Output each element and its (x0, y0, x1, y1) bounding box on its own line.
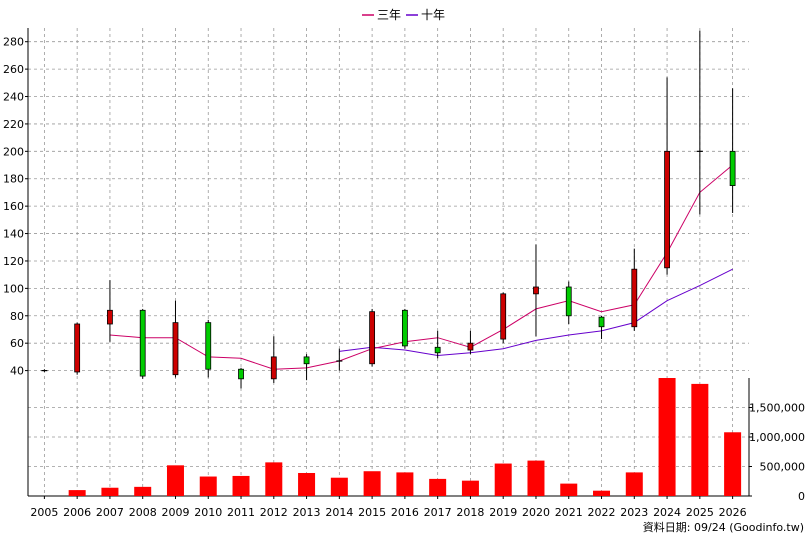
price-tick-label: 160 (3, 200, 24, 213)
price-tick-label: 180 (3, 173, 24, 186)
year-tick-label: 2007 (96, 506, 124, 519)
price-tick-label: 220 (3, 118, 24, 131)
price-tick-label: 60 (10, 337, 24, 350)
year-tick-label: 2025 (686, 506, 714, 519)
volume-bar (527, 460, 545, 496)
candle-body (565, 286, 572, 317)
candle-body (139, 309, 146, 377)
volume-bar (625, 472, 643, 496)
volume-tick-label: 1,000,000 (749, 431, 805, 444)
volume-bar (494, 463, 512, 496)
volume-bar (461, 480, 479, 496)
price-tick-label: 200 (3, 145, 24, 158)
year-tick-label: 2019 (489, 506, 517, 519)
year-tick-label: 2014 (325, 506, 353, 519)
volume-bars (68, 378, 742, 496)
volume-bar (232, 475, 250, 496)
price-tick-label: 100 (3, 282, 24, 295)
volume-bar (265, 462, 283, 496)
candle-body (434, 346, 441, 354)
year-tick-label: 2009 (161, 506, 189, 519)
year-tick-label: 2026 (719, 506, 747, 519)
volume-tick-label: 1,500,000 (749, 402, 805, 415)
ma10-line (339, 268, 733, 357)
volume-bar (429, 478, 447, 496)
volume-bar (298, 472, 316, 496)
candle-body (729, 150, 736, 186)
candle-body (172, 322, 179, 376)
axes: 40 60 80 100 120 140 160 180 200 220 240 260 280 0 500… (3, 36, 805, 519)
year-tick-label: 2006 (63, 506, 91, 519)
year-tick-label: 2017 (424, 506, 452, 519)
candle-body (270, 356, 277, 380)
price-tick-label: 120 (3, 255, 24, 268)
year-tick-label: 2013 (293, 506, 321, 519)
ma3-line (109, 164, 733, 370)
candle-body (500, 293, 507, 340)
candle-body (205, 322, 212, 370)
volume-bar (724, 432, 742, 496)
volume-bar (363, 471, 381, 496)
year-tick-label: 2021 (555, 506, 583, 519)
volume-bar (330, 477, 348, 496)
year-tick-label: 2023 (620, 506, 648, 519)
price-tick-label: 40 (10, 365, 24, 378)
volume-bar (560, 483, 578, 496)
year-tick-label: 2011 (227, 506, 255, 519)
year-tick-label: 2020 (522, 506, 550, 519)
price-tick-label: 280 (3, 36, 24, 49)
candle-body (533, 286, 539, 295)
year-tick-label: 2022 (588, 506, 616, 519)
plot-frame (27, 28, 750, 497)
candle-body (369, 311, 376, 365)
volume-bar (166, 465, 184, 496)
price-tick-label: 260 (3, 63, 24, 76)
year-tick-label: 2010 (194, 506, 222, 519)
year-tick-label: 2024 (653, 506, 681, 519)
year-tick-label: 2016 (391, 506, 419, 519)
volume-bar (68, 490, 86, 496)
volume-bar (691, 383, 709, 496)
volume-bar (396, 472, 414, 496)
volume-tick-label: 0 (798, 490, 805, 503)
moving-averages (109, 164, 733, 370)
year-tick-label: 2015 (358, 506, 386, 519)
candle-body (107, 309, 113, 325)
year-tick-label: 2018 (456, 506, 484, 519)
data-date-footer: 資料日期: 09/24 (Goodinfo.tw) (643, 520, 804, 534)
candlesticks (41, 30, 736, 389)
price-tick-label: 140 (3, 228, 24, 241)
volume-bar (101, 487, 119, 496)
candle-body (303, 356, 310, 365)
legend-label-ma10: 十年 (421, 8, 445, 22)
candle-body (631, 268, 638, 328)
candle-body (598, 316, 605, 328)
price-tick-label: 80 (10, 310, 24, 323)
candle-body (238, 368, 244, 380)
volume-tick-label: 500,000 (760, 461, 806, 474)
year-tick-label: 2008 (129, 506, 157, 519)
legend-label-ma3: 三年 (377, 8, 401, 22)
volume-bar (658, 378, 676, 496)
volume-bar (199, 476, 217, 496)
grid (28, 28, 749, 496)
volume-bar (134, 486, 152, 496)
candle-body (467, 342, 474, 351)
price-tick-label: 240 (3, 91, 24, 104)
legend: 三年 十年 (362, 8, 445, 22)
candle-body (664, 150, 670, 269)
year-tick-label: 2012 (260, 506, 288, 519)
candle-body (401, 309, 408, 347)
candle-body (74, 323, 81, 373)
volume-bar (593, 490, 611, 496)
year-tick-label: 2005 (30, 506, 58, 519)
